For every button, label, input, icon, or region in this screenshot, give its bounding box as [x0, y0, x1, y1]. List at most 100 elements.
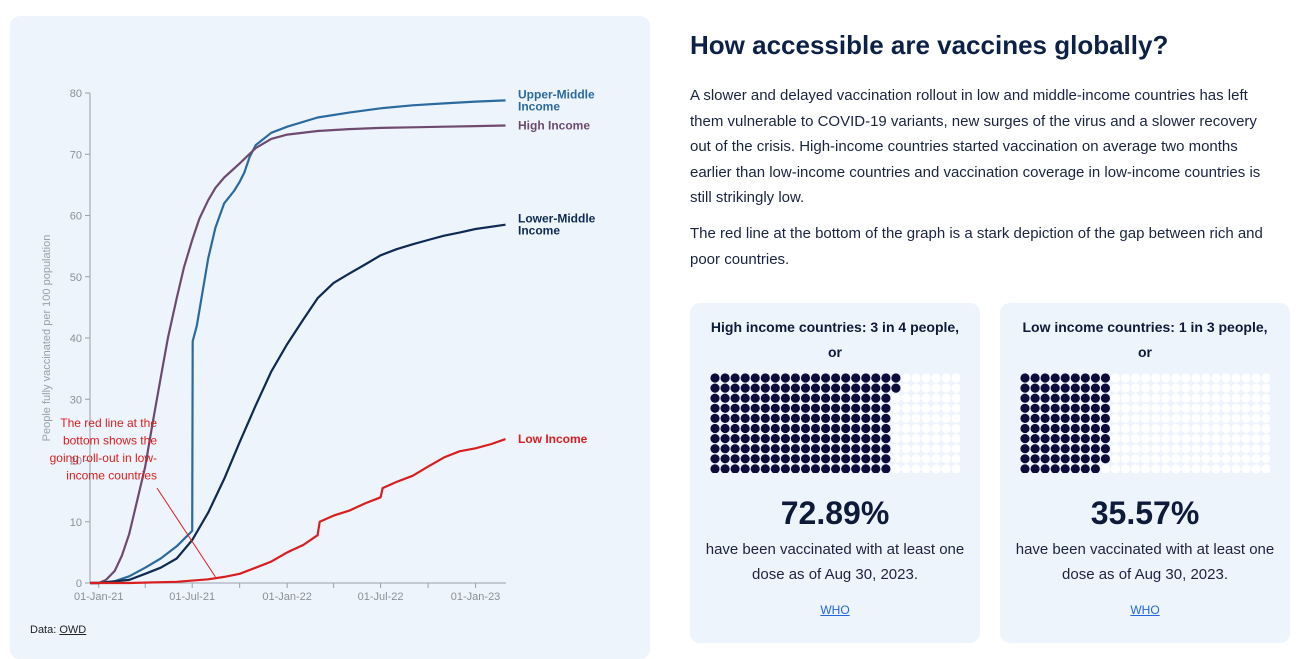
dot-empty	[931, 373, 941, 383]
dot-filled	[1100, 423, 1110, 434]
dot-empty	[1131, 464, 1141, 473]
who-source-link[interactable]: WHO	[820, 603, 850, 617]
dot-filled	[821, 403, 831, 413]
dot-empty	[1161, 434, 1171, 444]
dot-filled	[740, 444, 750, 454]
dot-empty	[921, 434, 931, 444]
dot-empty	[891, 423, 901, 434]
dot-empty	[1211, 383, 1221, 393]
dot-filled	[1070, 393, 1080, 403]
dot-filled	[730, 373, 740, 383]
dot-filled	[720, 383, 730, 393]
dot-filled	[1020, 434, 1030, 444]
dot-empty	[1251, 373, 1261, 383]
dot-empty	[1221, 373, 1231, 383]
dot-filled	[1070, 444, 1080, 454]
dot-filled	[1020, 413, 1030, 423]
dot-filled	[710, 434, 720, 444]
dot-empty	[1261, 403, 1270, 413]
dot-filled	[800, 403, 811, 413]
dot-filled	[780, 434, 790, 444]
dot-filled	[1040, 464, 1050, 473]
dot-filled	[800, 373, 811, 383]
dot-filled	[760, 393, 770, 403]
dot-empty	[891, 393, 901, 403]
dot-filled	[770, 413, 780, 423]
dot-filled	[720, 373, 730, 383]
dot-filled	[710, 464, 720, 473]
dot-empty	[1231, 383, 1241, 393]
dot-filled	[841, 373, 851, 383]
dot-empty	[1141, 383, 1151, 393]
dot-empty	[1261, 444, 1270, 454]
dot-empty	[1221, 403, 1231, 413]
dot-empty	[1201, 393, 1211, 403]
dot-filled	[750, 413, 760, 423]
stat-description: have been vaccinated with at least one d…	[705, 541, 965, 583]
dot-empty	[1141, 413, 1151, 423]
dot-filled	[710, 454, 720, 464]
high-income-card: High income countries: 3 in 4 people, or…	[690, 303, 980, 643]
dot-filled	[851, 413, 861, 423]
who-source-link[interactable]: WHO	[1130, 603, 1160, 617]
dot-filled	[790, 383, 800, 393]
dot-filled	[790, 393, 800, 403]
dot-filled	[871, 434, 881, 444]
dot-empty	[921, 383, 931, 393]
dot-empty	[921, 464, 931, 473]
dot-filled	[881, 464, 891, 473]
dot-empty	[1171, 383, 1181, 393]
dot-filled	[891, 373, 901, 383]
stat-description: have been vaccinated with at least one d…	[1015, 541, 1275, 583]
dot-filled	[881, 423, 891, 434]
dot-empty	[1251, 413, 1261, 423]
dot-filled	[1080, 454, 1090, 464]
dot-empty	[1151, 434, 1161, 444]
dot-filled	[810, 454, 821, 464]
dot-filled	[1040, 393, 1050, 403]
dot-filled	[841, 454, 851, 464]
dot-empty	[1141, 393, 1151, 403]
dot-filled	[780, 373, 790, 383]
dot-filled	[881, 393, 891, 403]
dot-filled	[851, 444, 861, 454]
dot-empty	[1221, 464, 1231, 473]
y-tick-label: 70	[70, 149, 82, 161]
dot-empty	[1241, 423, 1251, 434]
dot-empty	[931, 434, 941, 444]
dot-empty	[1110, 444, 1121, 454]
dot-empty	[1120, 454, 1131, 464]
dot-filled	[770, 403, 780, 413]
dot-empty	[911, 383, 921, 393]
dot-filled	[821, 454, 831, 464]
dot-empty	[1110, 403, 1121, 413]
stat-percent: 72.89%	[780, 495, 890, 531]
dot-empty	[1231, 413, 1241, 423]
dot-filled	[1100, 393, 1110, 403]
dot-filled	[1050, 393, 1060, 403]
dot-filled	[740, 383, 750, 393]
dot-filled	[1020, 423, 1030, 434]
source-link[interactable]: OWD	[59, 624, 87, 636]
dot-empty	[1131, 393, 1141, 403]
dot-filled	[1060, 434, 1070, 444]
dot-filled	[1050, 423, 1060, 434]
dot-filled	[871, 393, 881, 403]
dot-filled	[800, 383, 811, 393]
dot-empty	[941, 464, 951, 473]
series-end-label: Income	[518, 99, 560, 113]
dot-filled	[1030, 423, 1040, 434]
dot-filled	[1060, 373, 1070, 383]
dot-empty	[941, 413, 951, 423]
dot-filled	[831, 393, 841, 403]
dot-empty	[1191, 383, 1201, 393]
dot-empty	[1241, 454, 1251, 464]
dot-filled	[821, 383, 831, 393]
dot-empty	[1181, 444, 1191, 454]
dot-empty	[1191, 413, 1201, 423]
dot-filled	[1100, 434, 1110, 444]
series-end-label: Upper-Middle	[518, 87, 595, 101]
dot-filled	[821, 444, 831, 454]
dot-filled	[800, 444, 811, 454]
y-tick-label: 40	[70, 333, 82, 345]
